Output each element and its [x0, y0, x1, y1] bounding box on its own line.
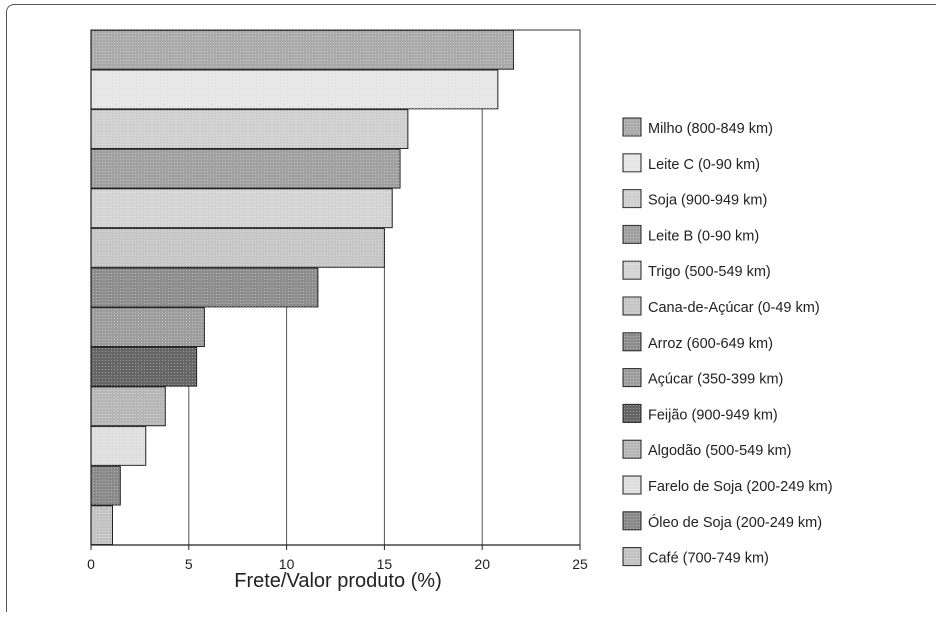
bar-texture-0	[91, 30, 514, 70]
x-tick-label-25: 25	[572, 556, 588, 572]
legend-label-4: Trigo (500-549 km)	[648, 264, 771, 280]
x-tick-label-10: 10	[279, 556, 295, 572]
bar-texture-9	[91, 386, 166, 426]
legend-label-7: Açúcar (350-399 km)	[648, 372, 783, 388]
x-tick-labels: 0 5 10 15 20 25	[87, 545, 588, 572]
legend-swatch-texture-0	[623, 118, 641, 136]
bar-texture-5	[91, 228, 385, 268]
bar-texture-6	[91, 268, 318, 307]
legend-label-2: Soja (900-949 km)	[648, 193, 767, 209]
x-tick-label-15: 15	[377, 556, 393, 572]
x-tick-label-5: 5	[185, 556, 193, 572]
legend-swatch-texture-4	[623, 261, 641, 280]
legend-swatch-texture-11	[623, 511, 641, 530]
legend-label-11: Óleo de Soja (200-249 km)	[648, 514, 822, 531]
x-axis-title: Frete/Valor produto (%)	[234, 570, 442, 592]
legend-swatch-texture-5	[623, 297, 641, 315]
legend-swatch-texture-6	[623, 332, 641, 351]
chart-frame	[6, 4, 936, 612]
legend-label-1: Leite C (0-90 km)	[648, 157, 760, 173]
legend-swatch-texture-1	[623, 153, 641, 172]
legend-swatch-texture-7	[623, 368, 641, 387]
legend-swatch-texture-2	[623, 189, 641, 208]
legend-swatch-texture-9	[623, 440, 641, 459]
bar-texture-12	[91, 505, 113, 545]
bars	[90, 29, 514, 546]
bar-texture-7	[91, 307, 205, 347]
legend-swatch-texture-3	[623, 225, 641, 244]
bar-texture-2	[91, 109, 408, 149]
legend-label-10: Farelo de Soja (200-249 km)	[648, 479, 833, 495]
bar-texture-4	[91, 188, 393, 228]
legend-label-12: Café (700-749 km)	[648, 551, 769, 567]
legend-label-9: Algodão (500-549 km)	[648, 443, 791, 459]
axes	[90, 30, 580, 546]
legend-label-6: Arroz (600-649 km)	[648, 336, 773, 352]
bar-texture-10	[91, 426, 146, 466]
legend-label-3: Leite B (0-90 km)	[648, 228, 759, 244]
legend-swatch-texture-10	[623, 476, 641, 494]
bar-texture-8	[91, 347, 197, 387]
legend-label-0: Milho (800-849 km)	[648, 121, 773, 137]
x-tick-label-20: 20	[474, 556, 490, 572]
legend-swatch-texture-12	[623, 547, 641, 566]
x-tick-label-0: 0	[87, 556, 95, 572]
bar-texture-11	[91, 466, 121, 505]
legend-swatch-texture-8	[623, 404, 641, 423]
bar-texture-3	[91, 149, 401, 189]
legend-label-5: Cana-de-Açúcar (0-49 km)	[648, 300, 820, 316]
bar-texture-1	[91, 70, 498, 109]
legend-label-8: Feijão (900-949 km)	[648, 407, 778, 423]
legend: Milho (800-849 km) Leite C (0-90 km) Soja …	[622, 117, 833, 567]
